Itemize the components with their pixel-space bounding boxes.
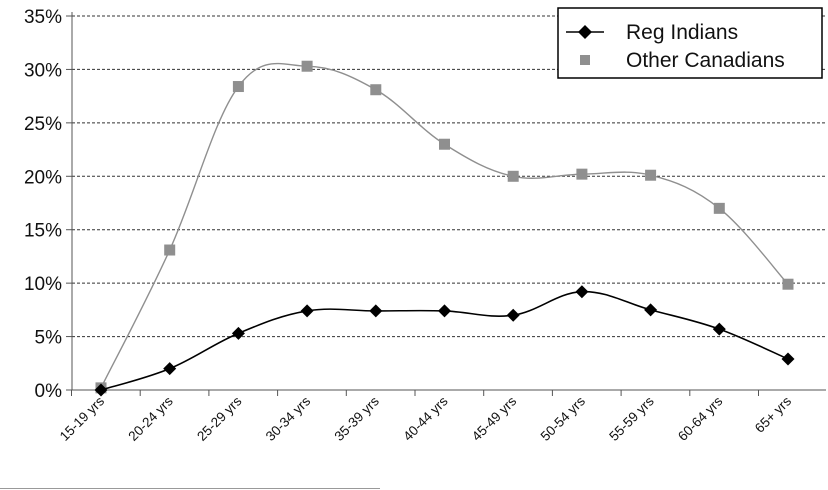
data-point-reg-indians — [94, 383, 108, 397]
x-tick-label: 20-24 yrs — [125, 393, 176, 444]
x-tick-label: 50-54 yrs — [538, 393, 589, 444]
data-point-reg-indians — [369, 304, 383, 318]
axes — [71, 12, 826, 391]
data-point-reg-indians — [438, 304, 451, 318]
legend-box — [557, 7, 823, 79]
data-point-reg-indians — [163, 362, 177, 376]
data-point-other-canadians — [507, 170, 519, 182]
data-point-reg-indians — [506, 308, 520, 322]
data-point-reg-indians — [575, 285, 589, 299]
y-tick-label: 35% — [24, 7, 62, 28]
x-tick-label: 65+ yrs — [752, 393, 794, 435]
y-tick-label: 5% — [35, 328, 63, 349]
data-point-other-canadians — [782, 278, 794, 290]
series-group — [94, 60, 795, 397]
y-tick-label: 15% — [24, 221, 62, 242]
data-point-other-canadians — [370, 84, 382, 96]
x-tick-label: 60-64 yrs — [675, 393, 726, 444]
data-point-other-canadians — [576, 168, 588, 180]
x-tick-label: 55-59 yrs — [606, 393, 657, 444]
data-point-other-canadians — [645, 169, 657, 181]
x-axis-ticks: 15-19 yrs 20-24 yrs 25-29 yrs 30-34 yrs 35-3… — [57, 390, 794, 444]
data-point-reg-indians — [781, 352, 795, 366]
x-tick-label: 30-34 yrs — [263, 393, 314, 444]
series-line-other-canadians — [100, 62, 789, 389]
data-point-reg-indians — [300, 304, 314, 318]
x-tick-label: 15-19 yrs — [57, 393, 108, 444]
data-point-other-canadians — [713, 202, 725, 214]
y-tick-label: 0% — [35, 381, 63, 402]
x-tick-label: 45-49 yrs — [469, 393, 520, 444]
data-point-other-canadians — [232, 81, 244, 93]
y-tick-label: 25% — [24, 114, 62, 135]
data-point-reg-indians — [712, 322, 726, 336]
legend-marker-reg-indians — [578, 25, 592, 39]
legend-label-reg-indians: Reg Indians — [626, 21, 738, 44]
x-tick-label: 40-44 yrs — [400, 393, 451, 444]
data-point-reg-indians — [644, 303, 658, 317]
x-tick-label: 35-39 yrs — [332, 393, 383, 444]
x-tick-label: 25-29 yrs — [194, 393, 245, 444]
footer-divider — [0, 488, 380, 489]
y-tick-label: 10% — [24, 274, 62, 295]
data-point-other-canadians — [301, 60, 313, 72]
y-tick-label: 20% — [24, 167, 62, 188]
y-tick-label: 30% — [24, 60, 62, 81]
legend-label-other-canadians: Other Canadians — [626, 49, 785, 72]
y-axis-ticks: 0% 5% 10% 15% 20% 25% 30% 35% — [24, 7, 72, 402]
data-point-reg-indians — [231, 326, 245, 340]
data-point-other-canadians — [439, 138, 450, 150]
data-point-other-canadians — [164, 244, 176, 256]
legend: Reg Indians Other Canadians — [557, 7, 823, 79]
legend-marker-other-canadians — [580, 55, 590, 65]
